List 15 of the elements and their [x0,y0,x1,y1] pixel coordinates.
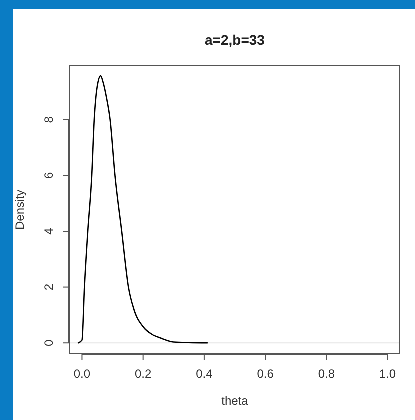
x-tick-label: 1.0 [379,367,396,381]
y-tick-label: 4 [42,228,56,235]
y-axis-title: Density [13,190,27,230]
x-tick-label: 0.2 [134,367,152,381]
x-tick-label: 0.0 [74,367,91,381]
y-tick-label: 2 [42,284,56,291]
y-tick-label: 8 [42,116,56,124]
x-axis-title: theta [222,394,249,408]
x-tick-label: 0.4 [196,367,214,381]
y-tick-label: 0 [42,339,56,346]
x-tick-label: 0.6 [257,367,274,381]
x-tick-label: 0.8 [318,367,336,381]
chart-title: a=2,b=33 [205,32,266,48]
y-tick-label: 6 [42,172,56,180]
line-series [78,75,208,344]
